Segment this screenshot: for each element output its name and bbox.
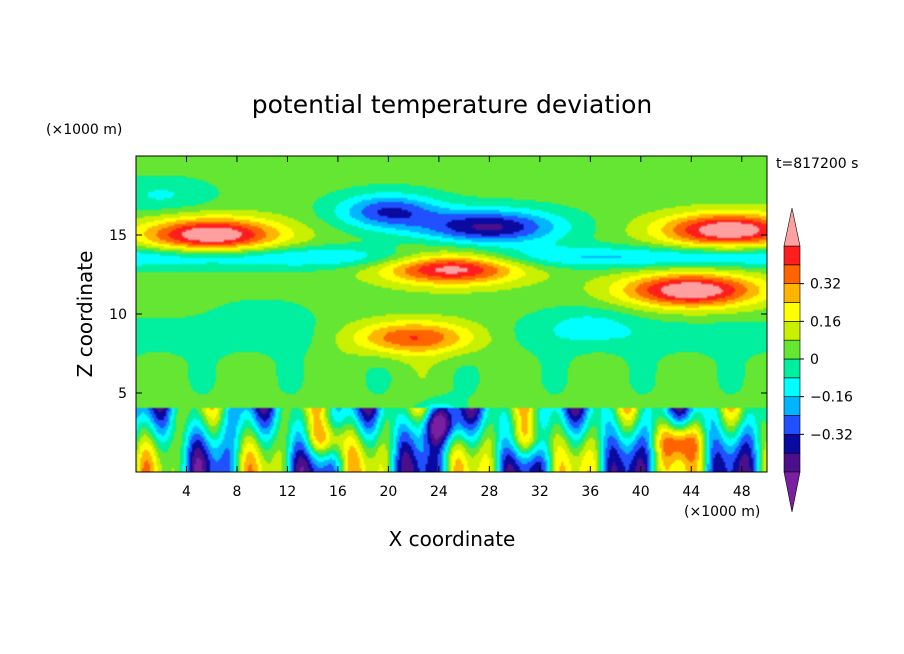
colorbar-band <box>783 452 801 473</box>
y-tick-label: 15 <box>109 228 127 244</box>
x-axis-label: X coordinate <box>389 527 516 551</box>
y-axis: 5 10 15 <box>109 228 767 402</box>
colorbar-bottom-arrow <box>783 471 801 513</box>
colorbar-band <box>783 283 801 303</box>
x-tick-label: 40 <box>632 484 650 500</box>
colorbar-tick-label: 0.16 <box>810 314 841 330</box>
plot-area <box>136 156 767 472</box>
colorbar-top-arrow <box>783 207 801 247</box>
x-tick-label: 32 <box>531 484 549 500</box>
x-unit-label: (×1000 m) <box>684 504 760 520</box>
colorbar-tick-label: 0.32 <box>810 277 841 293</box>
colorbar-tick-label: −0.16 <box>810 390 853 406</box>
x-axis: 4 8 12 16 20 24 28 32 36 40 44 48 <box>182 156 751 500</box>
y-tick-label: 10 <box>109 307 127 323</box>
x-tick-label: 44 <box>682 484 700 500</box>
colorbar-band <box>783 358 801 379</box>
x-tick-label: 12 <box>279 484 297 500</box>
colorbar-tick-label: 0 <box>810 352 819 368</box>
colorbar-band <box>783 339 801 360</box>
colorbar-band <box>783 245 801 266</box>
x-tick-label: 16 <box>329 484 347 500</box>
colorbar-band <box>783 415 801 435</box>
y-unit-label: (×1000 m) <box>46 122 122 138</box>
x-tick-label: 20 <box>379 484 397 500</box>
y-tick-label: 5 <box>118 386 127 402</box>
x-tick-label: 8 <box>232 484 241 500</box>
colorbar-band <box>783 321 801 341</box>
x-tick-label: 48 <box>733 484 751 500</box>
colorbar-tick-label: −0.32 <box>810 427 853 443</box>
colorbar-band <box>783 434 801 454</box>
chart-title: potential temperature deviation <box>252 90 652 119</box>
heatmap-field <box>136 156 767 472</box>
colorbar: 0.32 0.16 0 −0.16 −0.32 <box>783 207 853 513</box>
x-tick-label: 36 <box>581 484 599 500</box>
time-label: t=817200 s <box>776 156 858 172</box>
colorbar-band <box>783 302 801 322</box>
colorbar-band <box>783 396 801 416</box>
y-axis-label: Z coordinate <box>73 251 97 378</box>
x-tick-label: 28 <box>480 484 498 500</box>
colorbar-band <box>783 377 801 397</box>
x-tick-label: 24 <box>430 484 448 500</box>
x-tick-label: 4 <box>182 484 191 500</box>
colorbar-band <box>783 264 801 284</box>
